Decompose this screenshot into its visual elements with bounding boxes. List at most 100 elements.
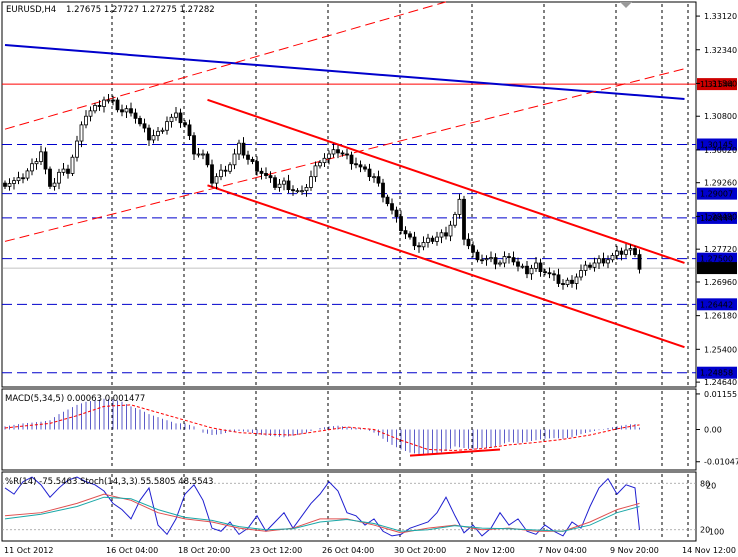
candle-body bbox=[574, 276, 579, 284]
time-tick-label: 7 Nov 04:00 bbox=[538, 546, 587, 555]
candle-body bbox=[493, 257, 498, 265]
candle-body bbox=[120, 109, 124, 113]
price-panel[interactable] bbox=[1, 1, 697, 388]
candle-body bbox=[448, 224, 453, 237]
candle-body bbox=[12, 180, 16, 184]
candle-body bbox=[340, 152, 345, 155]
candle-body bbox=[376, 176, 381, 184]
candle-body bbox=[165, 121, 169, 131]
candle-body bbox=[232, 153, 237, 166]
candle-body bbox=[399, 216, 403, 232]
price-level-tag-text: 1.31544 bbox=[700, 80, 733, 89]
candle-body bbox=[543, 271, 547, 274]
macd-tick-label: -0.01047 bbox=[704, 458, 738, 467]
candle-body bbox=[160, 129, 165, 132]
candle-body bbox=[349, 154, 354, 165]
price-level-tag bbox=[697, 298, 737, 311]
chart-scroll-triangle-icon[interactable] bbox=[620, 2, 632, 8]
candle-body bbox=[129, 108, 133, 114]
macd-header: MACD(5,34,5) 0.00063 0.001477 bbox=[5, 394, 145, 404]
price-level-tag bbox=[697, 78, 737, 91]
price-tick-label: 1.30800 bbox=[704, 112, 737, 121]
candle-body bbox=[205, 153, 210, 166]
candle-body bbox=[354, 163, 358, 166]
candle-body bbox=[507, 256, 511, 258]
candle-body bbox=[196, 153, 201, 156]
candle-body bbox=[565, 279, 570, 285]
price-level-tag-text: 1.30145 bbox=[700, 140, 733, 149]
candle-body bbox=[295, 190, 300, 193]
time-axis: 11 Oct 2012 16 Oct 04:00 18 Oct 20:00 23 Oc… bbox=[4, 546, 736, 555]
candle-body bbox=[255, 161, 259, 172]
candle-body bbox=[439, 232, 444, 238]
candle-body bbox=[601, 258, 606, 264]
price-level-tag bbox=[697, 138, 737, 151]
candles bbox=[3, 93, 642, 290]
candle-body bbox=[300, 190, 304, 193]
candle-body bbox=[345, 153, 349, 156]
candle-body bbox=[201, 153, 205, 156]
candle-body bbox=[556, 274, 561, 284]
candle-body bbox=[403, 230, 408, 235]
price-level-tag-text: 1.26442 bbox=[700, 300, 733, 309]
time-tick-label: 26 Oct 04:00 bbox=[322, 546, 374, 555]
candle-body bbox=[264, 173, 268, 176]
candle-body bbox=[183, 122, 187, 126]
candle-body bbox=[592, 262, 597, 268]
candle-body bbox=[286, 180, 291, 191]
candle-body bbox=[444, 232, 448, 237]
candle-body bbox=[471, 245, 475, 253]
candle-body bbox=[385, 196, 390, 205]
candle-body bbox=[219, 169, 223, 178]
candle-body bbox=[367, 168, 372, 178]
candle-body bbox=[228, 164, 232, 172]
candle-body bbox=[322, 157, 327, 164]
candle-body bbox=[34, 161, 39, 165]
candle-body bbox=[453, 214, 457, 226]
candle-body bbox=[579, 270, 583, 278]
candle-body bbox=[394, 209, 399, 217]
candle-body bbox=[597, 258, 601, 264]
candle-body bbox=[327, 153, 331, 159]
price-tick-label: 1.25400 bbox=[704, 345, 737, 354]
candle-body bbox=[475, 251, 480, 261]
candle-body bbox=[457, 198, 462, 215]
current-price-tag-text: 1.27282 bbox=[700, 264, 733, 273]
time-tick-label: 16 Oct 04:00 bbox=[106, 546, 158, 555]
oscillator-tick-label-overlay: 20 bbox=[706, 481, 716, 490]
candle-body bbox=[187, 124, 192, 137]
candle-body bbox=[30, 163, 34, 172]
candle-body bbox=[39, 151, 43, 162]
candle-body bbox=[430, 237, 435, 242]
candle-body bbox=[408, 233, 412, 238]
candle-body bbox=[417, 245, 421, 248]
price-level-tag-text: 1.27500 bbox=[700, 255, 733, 264]
price-tick-label: 1.26180 bbox=[704, 312, 737, 321]
oscillator-line bbox=[4, 496, 640, 532]
candle-body bbox=[16, 177, 21, 182]
candle-body bbox=[484, 258, 489, 261]
candle-body bbox=[138, 117, 142, 125]
candle-body bbox=[358, 164, 363, 168]
price-tick-label: 1.33120 bbox=[704, 12, 737, 21]
candle-body bbox=[174, 112, 178, 118]
candle-body bbox=[66, 168, 70, 174]
candle-body bbox=[25, 170, 30, 179]
candle-body bbox=[637, 254, 642, 270]
time-tick-label: 11 Oct 2012 bbox=[4, 546, 53, 555]
candle-body bbox=[520, 265, 525, 268]
candle-body bbox=[498, 262, 502, 265]
candle-body bbox=[547, 272, 552, 275]
candle-body bbox=[84, 115, 88, 126]
red-dashed-upper bbox=[4, 1, 447, 130]
candle-body bbox=[502, 256, 507, 264]
candle-body bbox=[124, 108, 129, 113]
candle-body bbox=[282, 180, 286, 185]
oscillator-tick-label: 80 bbox=[700, 479, 710, 488]
oscillator-tick-label: 20 bbox=[700, 526, 710, 535]
symbol-label: EURUSD,H4 bbox=[6, 5, 56, 15]
candle-body bbox=[156, 130, 160, 137]
price-tick-label: 1.26960 bbox=[704, 278, 737, 287]
